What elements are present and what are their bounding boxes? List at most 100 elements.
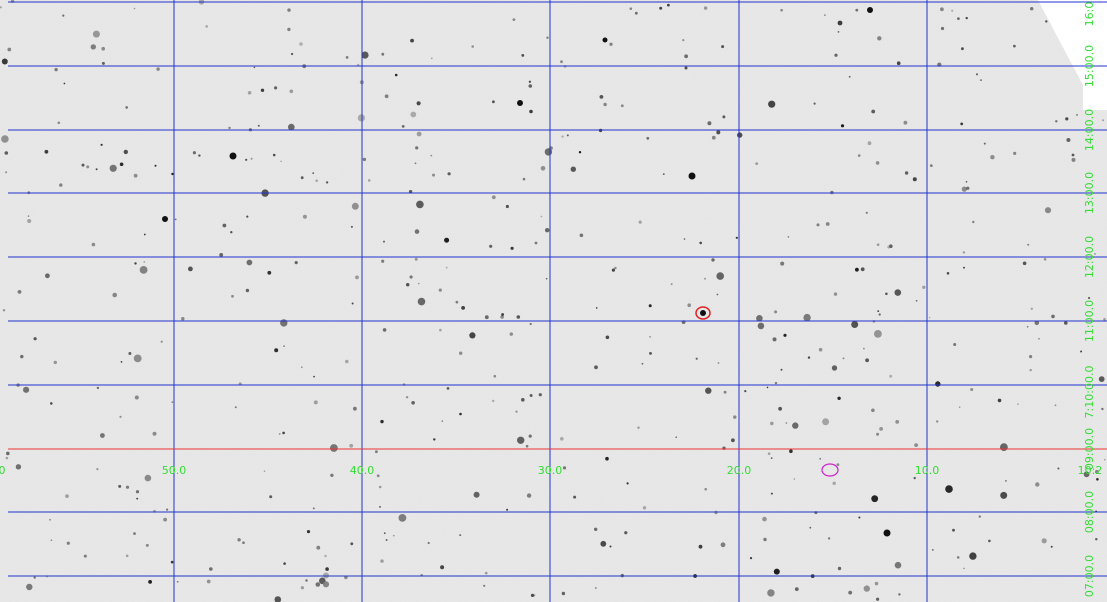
- star: [716, 272, 724, 280]
- star: [573, 496, 576, 499]
- star: [100, 433, 105, 438]
- star: [446, 267, 448, 269]
- star: [16, 464, 21, 469]
- star: [235, 406, 237, 408]
- star: [517, 437, 524, 444]
- star: [415, 229, 420, 234]
- star: [775, 382, 777, 384]
- star: [506, 509, 508, 511]
- star: [874, 330, 882, 338]
- star: [837, 397, 840, 400]
- star: [330, 444, 338, 452]
- star: [838, 567, 841, 570]
- star: [546, 278, 548, 280]
- star: [1102, 119, 1104, 121]
- star: [410, 275, 413, 278]
- star: [563, 466, 566, 469]
- star: [301, 586, 304, 589]
- star: [889, 375, 892, 378]
- bright-star: [689, 173, 696, 180]
- star: [228, 127, 230, 129]
- star: [704, 488, 707, 491]
- star: [471, 45, 474, 48]
- star: [541, 166, 546, 171]
- star: [898, 593, 900, 595]
- star: [20, 355, 23, 358]
- star: [283, 345, 285, 347]
- star: [897, 61, 901, 65]
- star: [1096, 478, 1099, 481]
- star: [313, 507, 315, 509]
- star: [144, 234, 146, 236]
- star: [62, 15, 64, 17]
- star: [707, 121, 711, 125]
- star: [771, 457, 773, 459]
- star: [1065, 117, 1068, 120]
- star: [118, 485, 121, 488]
- star: [485, 315, 489, 319]
- star: [963, 568, 965, 570]
- star: [877, 310, 879, 312]
- star: [279, 433, 281, 435]
- star: [610, 546, 612, 548]
- star: [23, 387, 29, 393]
- star: [353, 407, 357, 411]
- star: [92, 243, 96, 247]
- star: [876, 433, 879, 436]
- star: [324, 555, 327, 558]
- dec-label: 11:00.0: [1083, 300, 1096, 342]
- star: [851, 321, 858, 328]
- star: [416, 201, 424, 209]
- star: [770, 422, 774, 426]
- star: [895, 562, 902, 569]
- star: [855, 9, 858, 12]
- star: [603, 103, 606, 106]
- star: [510, 247, 513, 250]
- star: [283, 562, 286, 565]
- star: [1051, 546, 1053, 548]
- star: [630, 7, 633, 10]
- star: [323, 581, 329, 587]
- star: [97, 387, 99, 389]
- star: [494, 375, 497, 378]
- star: [282, 432, 285, 435]
- star: [871, 409, 875, 413]
- star: [315, 179, 318, 182]
- star: [916, 300, 918, 302]
- star: [687, 303, 691, 307]
- star: [637, 427, 639, 429]
- star: [731, 438, 735, 442]
- star: [1057, 468, 1059, 470]
- star: [312, 172, 314, 174]
- star: [375, 450, 378, 453]
- star: [990, 155, 994, 159]
- star: [433, 438, 435, 440]
- star: [126, 486, 129, 489]
- star: [855, 268, 859, 272]
- star: [84, 555, 87, 558]
- star: [125, 106, 128, 109]
- star: [781, 369, 783, 371]
- star: [166, 509, 168, 511]
- star: [346, 56, 349, 59]
- star: [704, 6, 707, 9]
- star: [530, 323, 532, 325]
- star: [410, 39, 414, 43]
- star: [988, 540, 991, 543]
- star: [59, 183, 62, 186]
- star: [600, 541, 606, 547]
- star: [2, 59, 8, 65]
- star: [399, 514, 407, 522]
- star: [34, 337, 37, 340]
- star: [474, 492, 480, 498]
- star: [963, 251, 965, 253]
- star: [135, 396, 139, 400]
- star: [594, 528, 597, 531]
- star: [1072, 158, 1076, 162]
- star: [124, 150, 128, 154]
- star: [140, 266, 148, 274]
- ra-label: 0: [0, 464, 6, 477]
- star: [134, 262, 136, 264]
- star: [448, 172, 451, 175]
- star: [848, 591, 852, 595]
